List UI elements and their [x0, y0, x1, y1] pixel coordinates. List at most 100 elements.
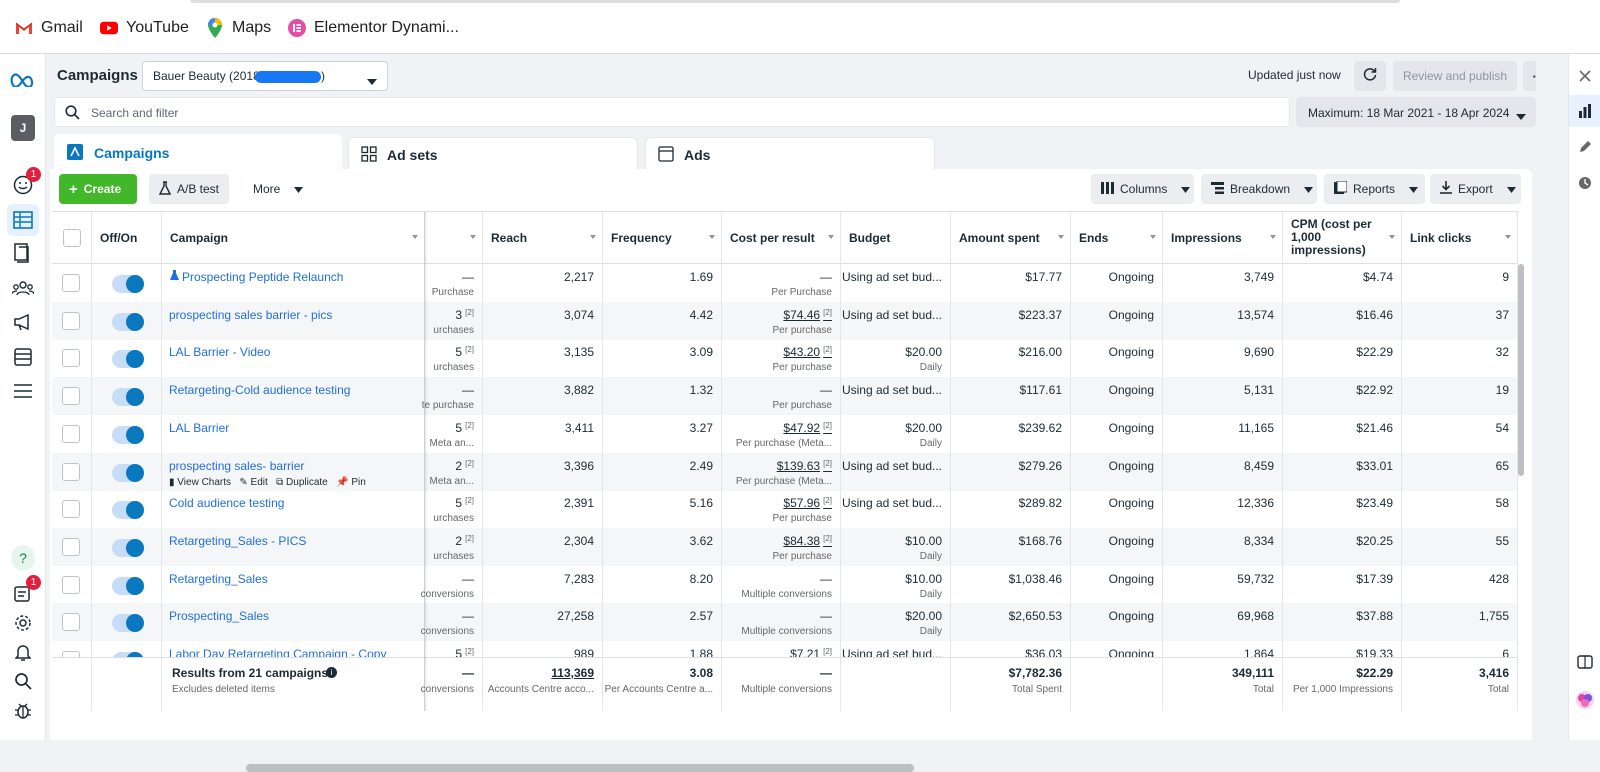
more-actions-dropdown[interactable]: More: [243, 174, 313, 204]
table-row[interactable]: LAL Barrier - Video 5 [2] urchases 3,135 3.09…: [52, 339, 1518, 378]
campaign-on-off-toggle[interactable]: [112, 275, 144, 293]
view-charts-action[interactable]: ▮ View Charts: [169, 477, 231, 488]
column-header-cpm[interactable]: CPM (cost per 1,000 impressions): [1283, 212, 1402, 264]
bookmark-gmail[interactable]: Gmail: [15, 16, 83, 40]
campaign-megaphone-icon[interactable]: [11, 310, 35, 334]
campaign-on-off-toggle[interactable]: [112, 614, 144, 633]
ads-manager-table-icon[interactable]: [7, 204, 39, 236]
bookmark-maps[interactable]: Maps: [206, 16, 271, 40]
campaign-on-off-toggle[interactable]: [112, 652, 144, 657]
row-checkbox[interactable]: [62, 274, 80, 292]
column-header-link-clicks[interactable]: Link clicks: [1402, 212, 1518, 264]
bug-report-icon[interactable]: [11, 698, 35, 722]
campaign-on-off-toggle[interactable]: [112, 501, 144, 520]
campaign-name-link[interactable]: prospecting sales- barrier: [169, 458, 305, 473]
campaign-name-link[interactable]: Retargeting-Cold audience testing: [169, 383, 351, 398]
horizontal-scrollbar[interactable]: [246, 764, 914, 772]
all-tools-menu-icon[interactable]: [11, 379, 35, 403]
row-checkbox[interactable]: [62, 500, 80, 519]
avatar[interactable]: J: [11, 115, 35, 141]
campaign-on-off-toggle[interactable]: [112, 463, 144, 482]
assistant-brain-icon[interactable]: [1575, 690, 1595, 710]
edit-pencil-icon[interactable]: [1575, 137, 1595, 157]
search-icon[interactable]: [11, 669, 35, 693]
edit-action[interactable]: ✎ Edit: [239, 477, 267, 488]
campaign-on-off-toggle[interactable]: [112, 312, 144, 331]
close-icon[interactable]: [1575, 66, 1595, 86]
bookmark-youtube[interactable]: YouTube: [100, 16, 189, 40]
reader-book-icon[interactable]: [1575, 652, 1595, 672]
table-row[interactable]: prospecting sales barrier - pics 3 [2] urch…: [52, 301, 1518, 340]
refresh-button[interactable]: [1354, 61, 1386, 91]
review-and-publish-button[interactable]: Review and publish: [1393, 61, 1517, 91]
column-header-results[interactable]: [425, 212, 483, 264]
cell-value[interactable]: $7.21 [2]: [790, 647, 832, 657]
column-header-reach[interactable]: Reach: [483, 212, 603, 264]
table-row[interactable]: Retargeting_Sales — conversions 7,283 8.20 — M…: [52, 565, 1518, 604]
campaign-on-off-toggle[interactable]: [112, 388, 144, 407]
cell-value[interactable]: $47.92 [2]: [783, 421, 832, 435]
pin-action[interactable]: 📌 Pin: [336, 477, 366, 488]
column-header-campaign[interactable]: Campaign: [162, 212, 425, 264]
campaign-name-link[interactable]: Retargeting_Sales: [169, 571, 268, 586]
table-row[interactable]: Labor Day Retargeting Campaign - Copy 5 [2…: [52, 641, 1518, 657]
column-header-frequency[interactable]: Frequency: [603, 212, 722, 264]
ad-account-selector[interactable]: Bauer Beauty (20186): [142, 61, 388, 91]
column-header-amount-spent[interactable]: Amount spent: [951, 212, 1071, 264]
table-row[interactable]: Cold audience testing 5 [2] urchases 2,391 5.…: [52, 490, 1518, 529]
reports-dropdown[interactable]: Reports: [1324, 174, 1425, 204]
settings-gear-icon[interactable]: [11, 611, 35, 635]
duplicate-action[interactable]: ⧉ Duplicate: [276, 477, 328, 488]
totals-value[interactable]: 113,369: [551, 666, 594, 680]
table-row[interactable]: Prospecting Peptide Relaunch — Purchase 2,2…: [52, 264, 1518, 302]
cell-value[interactable]: $74.46 [2]: [783, 308, 832, 322]
create-button[interactable]: + Create: [59, 174, 137, 204]
meta-logo-icon[interactable]: [9, 68, 37, 92]
column-header-cost-per-result[interactable]: Cost per result: [722, 212, 841, 264]
ab-test-button[interactable]: A/B test: [149, 174, 230, 204]
cell-value[interactable]: $43.20 [2]: [783, 345, 832, 359]
history-clock-icon[interactable]: [1575, 173, 1595, 193]
campaign-name-link[interactable]: Prospecting_Sales: [169, 609, 270, 624]
export-dropdown[interactable]: Export: [1430, 174, 1521, 204]
campaign-name-link[interactable]: Labor Day Retargeting Campaign - Copy: [169, 647, 387, 657]
date-range-picker[interactable]: Maximum: 18 Mar 2021 - 18 Apr 2024: [1296, 97, 1536, 127]
row-checkbox[interactable]: [62, 462, 80, 481]
campaign-on-off-toggle[interactable]: [112, 350, 144, 369]
row-checkbox[interactable]: [62, 424, 80, 443]
breakdown-dropdown[interactable]: Breakdown: [1201, 174, 1317, 204]
cell-value[interactable]: $57.96 [2]: [783, 496, 832, 510]
table-row[interactable]: Prospecting_Sales — conversions 27,258 2.57 —…: [52, 603, 1518, 642]
help-icon[interactable]: ?: [11, 545, 35, 571]
table-row[interactable]: prospecting sales- barrier ▮ View Charts …: [52, 452, 1518, 491]
column-header-ends[interactable]: Ends: [1071, 212, 1163, 264]
search-and-filter-input[interactable]: Search and filter: [54, 97, 1290, 127]
tab-ads[interactable]: Ads: [645, 137, 935, 172]
campaign-name-link[interactable]: prospecting sales barrier - pics: [169, 307, 333, 322]
pages-icon[interactable]: [11, 241, 35, 265]
column-header-budget[interactable]: Budget: [841, 212, 951, 264]
campaign-name-link[interactable]: Retargeting_Sales - PICS: [169, 533, 307, 548]
campaign-name-link[interactable]: LAL Barrier - Video: [169, 345, 271, 360]
table-row[interactable]: LAL Barrier 5 [2] Meta an... 3,411 3.27 $47.92…: [52, 414, 1518, 453]
row-checkbox[interactable]: [62, 575, 80, 594]
campaign-name-link[interactable]: LAL Barrier: [169, 420, 230, 435]
cell-value[interactable]: $139.63 [2]: [777, 459, 832, 473]
campaign-on-off-toggle[interactable]: [112, 576, 144, 595]
column-header-impressions[interactable]: Impressions: [1163, 212, 1283, 264]
audiences-icon[interactable]: [11, 276, 35, 300]
campaign-name-link[interactable]: Prospecting Peptide Relaunch: [182, 270, 344, 284]
campaign-name-link[interactable]: Cold audience testing: [169, 496, 285, 511]
campaign-on-off-toggle[interactable]: [112, 425, 144, 444]
row-checkbox[interactable]: [62, 349, 80, 368]
row-checkbox[interactable]: [62, 387, 80, 406]
notes-icon[interactable]: 1: [11, 575, 41, 605]
chart-panel-icon[interactable]: [1569, 95, 1600, 127]
tab-campaigns[interactable]: Campaigns: [54, 134, 342, 172]
bell-icon[interactable]: [11, 640, 35, 664]
tab-ad-sets[interactable]: Ad sets: [348, 137, 638, 172]
billing-icon[interactable]: [11, 345, 35, 369]
select-all-checkbox[interactable]: [63, 229, 81, 247]
notifications-icon[interactable]: 1: [11, 167, 41, 197]
vertical-scrollbar[interactable]: [1518, 264, 1524, 476]
